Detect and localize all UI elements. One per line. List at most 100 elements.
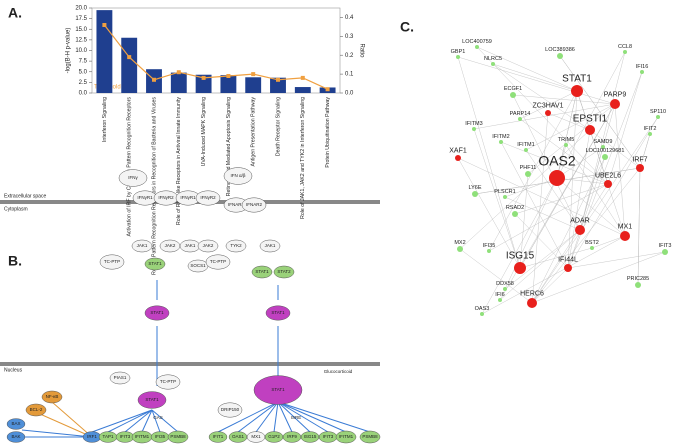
- edge: [481, 177, 558, 315]
- pathway-node: [131, 239, 153, 253]
- y-tick-label: 20.0: [75, 6, 87, 12]
- network-node: [585, 125, 595, 135]
- arrow: [277, 401, 371, 433]
- edge: [567, 156, 606, 269]
- pathway-node-label: TYK2: [230, 243, 242, 248]
- edge: [556, 51, 626, 179]
- network-node: [601, 145, 605, 149]
- pathway-node: [197, 239, 219, 253]
- network-node: [620, 231, 630, 241]
- edge: [531, 112, 549, 304]
- edge: [519, 118, 609, 185]
- bar: [245, 77, 262, 93]
- x-tick-label: Role of JAK1, JAK2 and TYK2 in Interfero…: [300, 97, 306, 219]
- pathway-node-label: TC-PTP: [160, 379, 176, 384]
- pathway-node-label: JAK2: [165, 243, 176, 248]
- edge: [504, 177, 558, 290]
- bar: [270, 77, 286, 93]
- pathway-node-label: TC-PTP: [210, 259, 226, 264]
- edge: [556, 177, 626, 237]
- arrow: [91, 409, 153, 433]
- network-node: [480, 312, 484, 316]
- network-node: [503, 287, 507, 291]
- pathway-node: [217, 402, 243, 418]
- network-node-label: PARP9: [604, 92, 627, 99]
- y-axis-label: -log(B-H p-value): [66, 28, 72, 74]
- network-node: [510, 92, 516, 98]
- network-node-label: ECGF1: [504, 86, 522, 92]
- y2-axis-label: Ratio: [358, 43, 364, 58]
- y2-tick-label: 0.1: [345, 72, 354, 78]
- edge: [531, 267, 569, 304]
- edge: [499, 229, 581, 301]
- pathway-node-label: IFIT1: [213, 434, 224, 439]
- network-node: [518, 117, 522, 121]
- edge: [457, 157, 521, 269]
- y-tick-label: 0.0: [79, 91, 88, 97]
- edge: [531, 183, 609, 304]
- network-node: [498, 298, 502, 302]
- pathway-node: [259, 239, 281, 253]
- pathway-node: [155, 374, 181, 390]
- pathway-node-label: BAX: [11, 421, 20, 426]
- edge: [459, 248, 533, 304]
- network-node-label: OAS2: [538, 152, 576, 168]
- network-node: [623, 50, 627, 54]
- network-node-label: IFITM1: [517, 142, 534, 148]
- network-node-label: PLSCR1: [494, 189, 515, 195]
- network-node-label: IFITM2: [492, 134, 509, 140]
- y2-tick-label: 0.4: [345, 15, 354, 21]
- arrow: [124, 409, 153, 433]
- ratio-marker: [300, 75, 305, 80]
- edge: [519, 247, 593, 269]
- panel-label: C.: [400, 19, 414, 35]
- edge: [556, 146, 604, 179]
- edge: [525, 103, 616, 151]
- network-node-label: BST2: [585, 240, 599, 246]
- edge: [500, 141, 569, 269]
- edge: [504, 177, 558, 198]
- arrow: [237, 401, 279, 433]
- x-tick-label: Protein Ubiquitination Pathway: [325, 97, 331, 168]
- pathway-node-label: SOCS1: [190, 263, 206, 268]
- edge: [514, 213, 569, 269]
- panel-label: B.: [8, 253, 22, 269]
- network-node: [640, 70, 644, 74]
- edge: [567, 251, 666, 269]
- x-tick-label: Interferon Signaling: [102, 97, 108, 142]
- network-node-label: PRIC285: [627, 276, 649, 282]
- pathway-node: [25, 403, 47, 417]
- y-tick-label: 7.5: [79, 59, 88, 65]
- network-node-label: MX2: [454, 240, 465, 246]
- pathway-node-label: STAT1: [148, 261, 162, 266]
- network-node-label: IFI44L: [558, 257, 578, 264]
- pathway-node-label: PIAS1: [114, 375, 127, 380]
- network-node: [636, 164, 644, 172]
- network-node-label: PHF11: [520, 165, 537, 171]
- pathway-node-label: GAS: [153, 415, 163, 420]
- arrow: [277, 401, 329, 433]
- network-node: [525, 171, 531, 177]
- compartment-label: Cytoplasm: [4, 206, 28, 212]
- x-tick-label: Activation of IRF by Cytosolic Pattern R…: [127, 97, 133, 237]
- network-node-label: LY6E: [468, 185, 481, 191]
- network-node: [472, 127, 476, 131]
- pathway-node-label: G1P2: [268, 434, 280, 439]
- ratio-marker: [127, 55, 132, 60]
- network-node: [456, 55, 460, 59]
- network-node-label: SAMD9: [594, 139, 613, 145]
- pathway-node: [335, 430, 357, 444]
- network-node: [549, 170, 565, 186]
- network-node: [487, 249, 491, 253]
- pathway-node-label: TAP1: [103, 434, 114, 439]
- pathway-node-label: JAK2: [203, 243, 214, 248]
- network-node-label: UBE2L6: [595, 173, 621, 180]
- pathway-node-label: IFNγ: [128, 175, 138, 180]
- ratio-marker: [102, 23, 107, 27]
- edge: [481, 235, 626, 315]
- pathway-node-label: OAS1: [232, 434, 245, 439]
- pathway-node-label: JAK1: [185, 243, 196, 248]
- edge: [639, 133, 651, 169]
- pathway-node-label: IFNAR2: [246, 202, 263, 207]
